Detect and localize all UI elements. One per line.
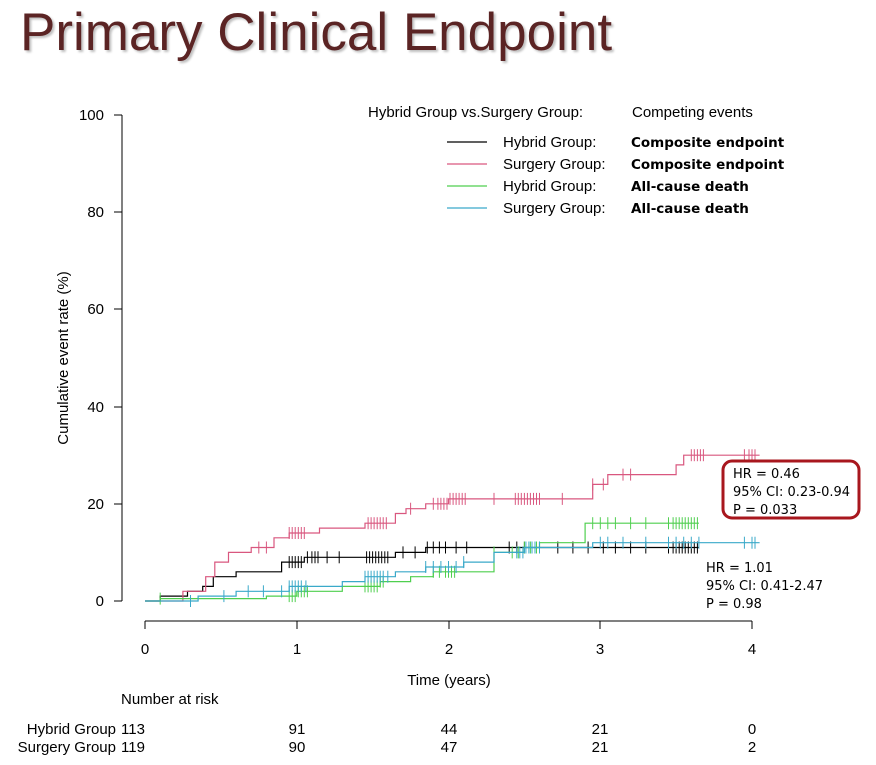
risk-value: 47 [441,739,458,756]
x-tick-label: 2 [445,641,453,658]
series-layer [145,449,760,607]
series-3 [145,536,760,607]
x-axis-title: Time (years) [407,672,491,689]
legend: Hybrid Group vs.Surgery Group: Competing… [368,104,785,217]
risk-table: Number at risk Hybrid Group Surgery Grou… [18,691,757,756]
y-tick-label: 40 [87,399,104,416]
legend-event-label: All-cause death [631,201,749,217]
y-tick-label: 0 [96,593,104,610]
legend-group-label: Surgery Group: [503,200,606,217]
legend-header-right: Competing events [632,104,753,121]
legend-event-label: All-cause death [631,179,749,195]
hr-annotation-death: HR = 1.01 95% CI: 0.41-2.47 P = 0.98 [706,561,823,612]
annotation-ci: 95% CI: 0.23-0.94 [733,485,850,500]
y-ticks: 0 20 40 60 80 100 [79,107,122,610]
legend-event-label: Composite endpoint [631,135,785,151]
risk-value: 91 [289,721,306,738]
risk-value: 2 [748,739,756,756]
risk-row-label: Hybrid Group [27,721,116,738]
risk-table-title: Number at risk [121,691,219,708]
y-axis-title: Cumulative event rate (%) [55,271,72,444]
legend-header-left: Hybrid Group vs.Surgery Group: [368,104,583,121]
x-tick-label: 1 [293,641,301,658]
hr-annotation-composite: HR = 0.46 95% CI: 0.23-0.94 P = 0.033 [721,459,861,520]
legend-group-label: Surgery Group: [503,156,606,173]
risk-value: 0 [748,721,756,738]
risk-value: 21 [592,721,609,738]
risk-row-label: Surgery Group [18,739,116,756]
page-title: Primary Clinical Endpoint [20,3,613,62]
x-ticks: 0 1 2 3 4 [141,621,756,658]
legend-event-label: Composite endpoint [631,157,785,173]
x-tick-label: 0 [141,641,149,658]
series-line [145,542,760,602]
risk-value: 21 [592,739,609,756]
annotation-hr: HR = 0.46 [733,467,800,482]
risk-value: 119 [121,739,145,756]
y-tick-label: 60 [87,301,104,318]
risk-value: 90 [289,739,306,756]
y-tick-label: 80 [87,204,104,221]
annotation-ci: 95% CI: 0.41-2.47 [706,579,823,594]
annotation-p: P = 0.033 [733,503,797,518]
x-tick-label: 3 [596,641,604,658]
risk-value: 113 [121,721,145,738]
legend-group-label: Hybrid Group: [503,134,596,151]
annotation-box [721,459,861,520]
annotation-p: P = 0.98 [706,597,762,612]
risk-value: 44 [441,721,458,738]
annotation-hr: HR = 1.01 [706,561,773,576]
y-tick-label: 20 [87,496,104,513]
legend-group-label: Hybrid Group: [503,178,596,195]
series-1 [145,449,760,602]
y-tick-label: 100 [79,107,104,124]
series-line [145,454,760,602]
series-line [145,546,699,602]
x-tick-label: 4 [748,641,756,658]
